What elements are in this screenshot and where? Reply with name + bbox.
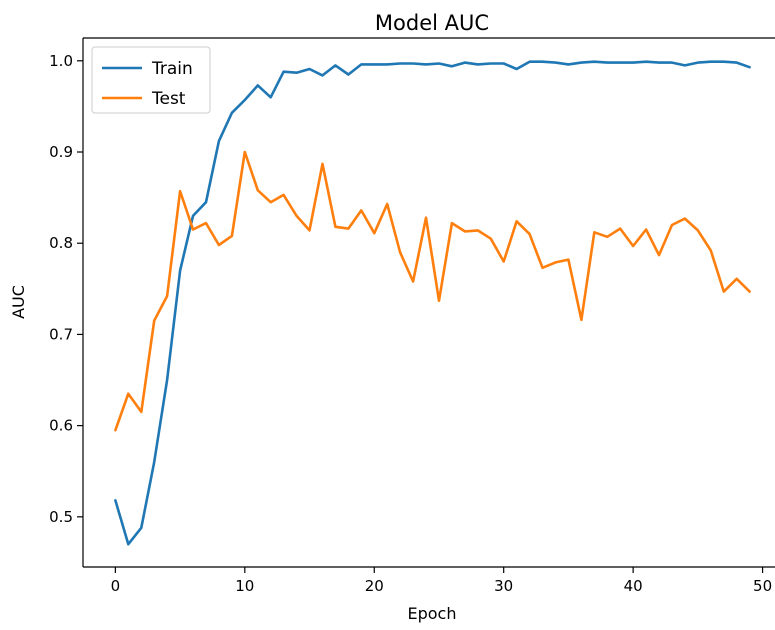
y-tick-label: 0.6 [49,417,73,435]
legend-label-test: Test [151,89,186,109]
y-tick-label: 0.8 [49,234,73,252]
series-line-test [114,150,751,432]
x-tick-label: 40 [624,577,643,595]
legend-box [91,46,211,114]
x-tick-label: 10 [235,577,254,595]
chart-title: Model AUC [375,11,489,35]
series-layer [114,60,751,546]
legend-label-train: Train [151,59,193,79]
y-tick-label: 0.7 [49,325,73,343]
y-tick-label: 0.5 [49,508,73,526]
x-tick-label: 20 [365,577,384,595]
y-tick-label: 1.0 [49,52,73,70]
x-tick-label: 0 [111,577,121,595]
x-tick-label: 50 [753,577,772,595]
y-axis-label: AUC [9,285,28,319]
legend: Train Test [91,46,211,114]
x-axis-label: Epoch [408,604,457,623]
series-line-train [114,60,751,546]
x-tick-label: 30 [494,577,513,595]
axes-layer: 0 10 20 30 40 50 0.5 0.6 0.7 0.8 0.9 1.0 [49,37,775,595]
y-tick-label: 0.9 [49,143,73,161]
